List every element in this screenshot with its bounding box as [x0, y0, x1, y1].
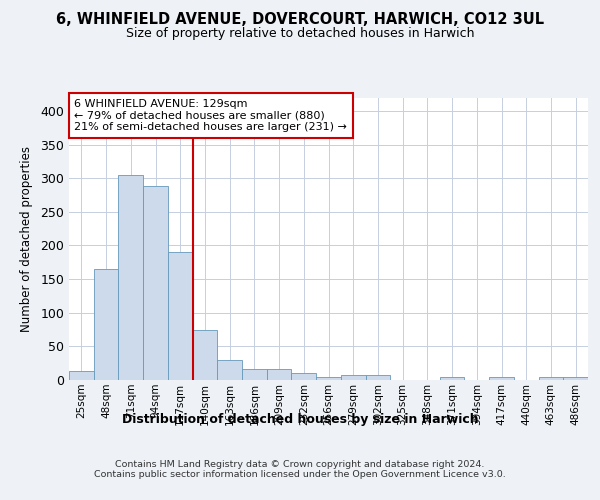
Bar	[316, 376, 341, 380]
Bar	[217, 360, 242, 380]
Text: 6 WHINFIELD AVENUE: 129sqm
← 79% of detached houses are smaller (880)
21% of sem: 6 WHINFIELD AVENUE: 129sqm ← 79% of deta…	[74, 99, 347, 132]
Text: Contains HM Land Registry data © Crown copyright and database right 2024.
Contai: Contains HM Land Registry data © Crown c…	[94, 460, 506, 479]
Bar	[118, 175, 143, 380]
Bar	[440, 376, 464, 380]
Bar	[143, 186, 168, 380]
Text: 6, WHINFIELD AVENUE, DOVERCOURT, HARWICH, CO12 3UL: 6, WHINFIELD AVENUE, DOVERCOURT, HARWICH…	[56, 12, 544, 28]
Bar	[365, 376, 390, 380]
Bar	[168, 252, 193, 380]
Bar	[489, 376, 514, 380]
Text: Distribution of detached houses by size in Harwich: Distribution of detached houses by size …	[122, 412, 478, 426]
Bar	[242, 368, 267, 380]
Y-axis label: Number of detached properties: Number of detached properties	[20, 146, 34, 332]
Bar	[341, 376, 365, 380]
Bar	[563, 376, 588, 380]
Bar	[539, 376, 563, 380]
Bar	[292, 374, 316, 380]
Bar	[193, 330, 217, 380]
Bar	[94, 269, 118, 380]
Bar	[267, 368, 292, 380]
Bar	[69, 370, 94, 380]
Text: Size of property relative to detached houses in Harwich: Size of property relative to detached ho…	[126, 28, 474, 40]
